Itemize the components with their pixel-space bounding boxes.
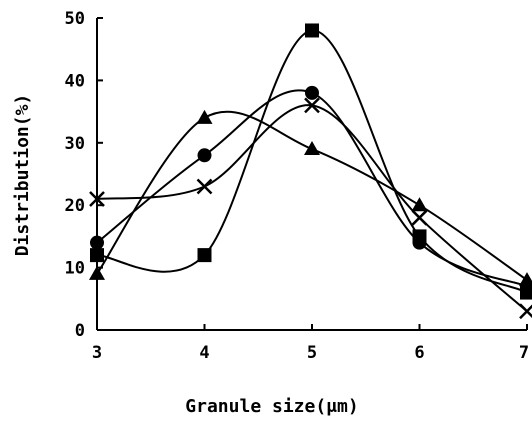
data-point-triangle [196,109,213,124]
axes [96,18,527,331]
y-tick-label: 40 [65,71,85,91]
y-tick-label: 50 [65,9,85,29]
data-point-cross [519,303,532,320]
series-lines [96,29,528,313]
x-tick-label: 7 [519,343,529,363]
x-tick-label: 4 [199,343,209,363]
data-point-cross [411,209,428,226]
y-tick-label: 10 [65,259,85,279]
data-point-cross [196,178,213,195]
x-axis-label: Granule size(μm) [185,396,358,417]
x-tick-label: 5 [307,343,317,363]
data-point-triangle [519,272,532,287]
x-tick-label: 3 [92,343,102,363]
x-tick-label: 6 [414,343,424,363]
data-point-square [90,248,104,263]
data-point-circle [197,148,212,163]
data-point-triangle [89,265,105,280]
series-line-square [96,29,528,294]
data-point-circle [90,235,104,250]
series-line-cross [96,104,528,313]
data-point-circle [412,235,427,250]
data-point-cross [89,191,105,207]
y-tick-label: 30 [65,134,85,154]
data-point-square [305,23,319,38]
ticks [96,17,528,331]
data-point-triangle [304,141,320,156]
y-axis-label: Distribution(%) [12,94,33,257]
y-tick-label: 20 [65,196,85,216]
y-tick-label: 0 [75,321,85,341]
data-point-square [197,248,212,263]
data-point-circle [305,85,319,100]
data-point-cross [304,97,320,114]
tick-labels: 3 4 5 6 7 0 10 20 30 40 50 [65,9,530,363]
series-markers [89,23,532,320]
data-point-triangle [411,197,428,212]
